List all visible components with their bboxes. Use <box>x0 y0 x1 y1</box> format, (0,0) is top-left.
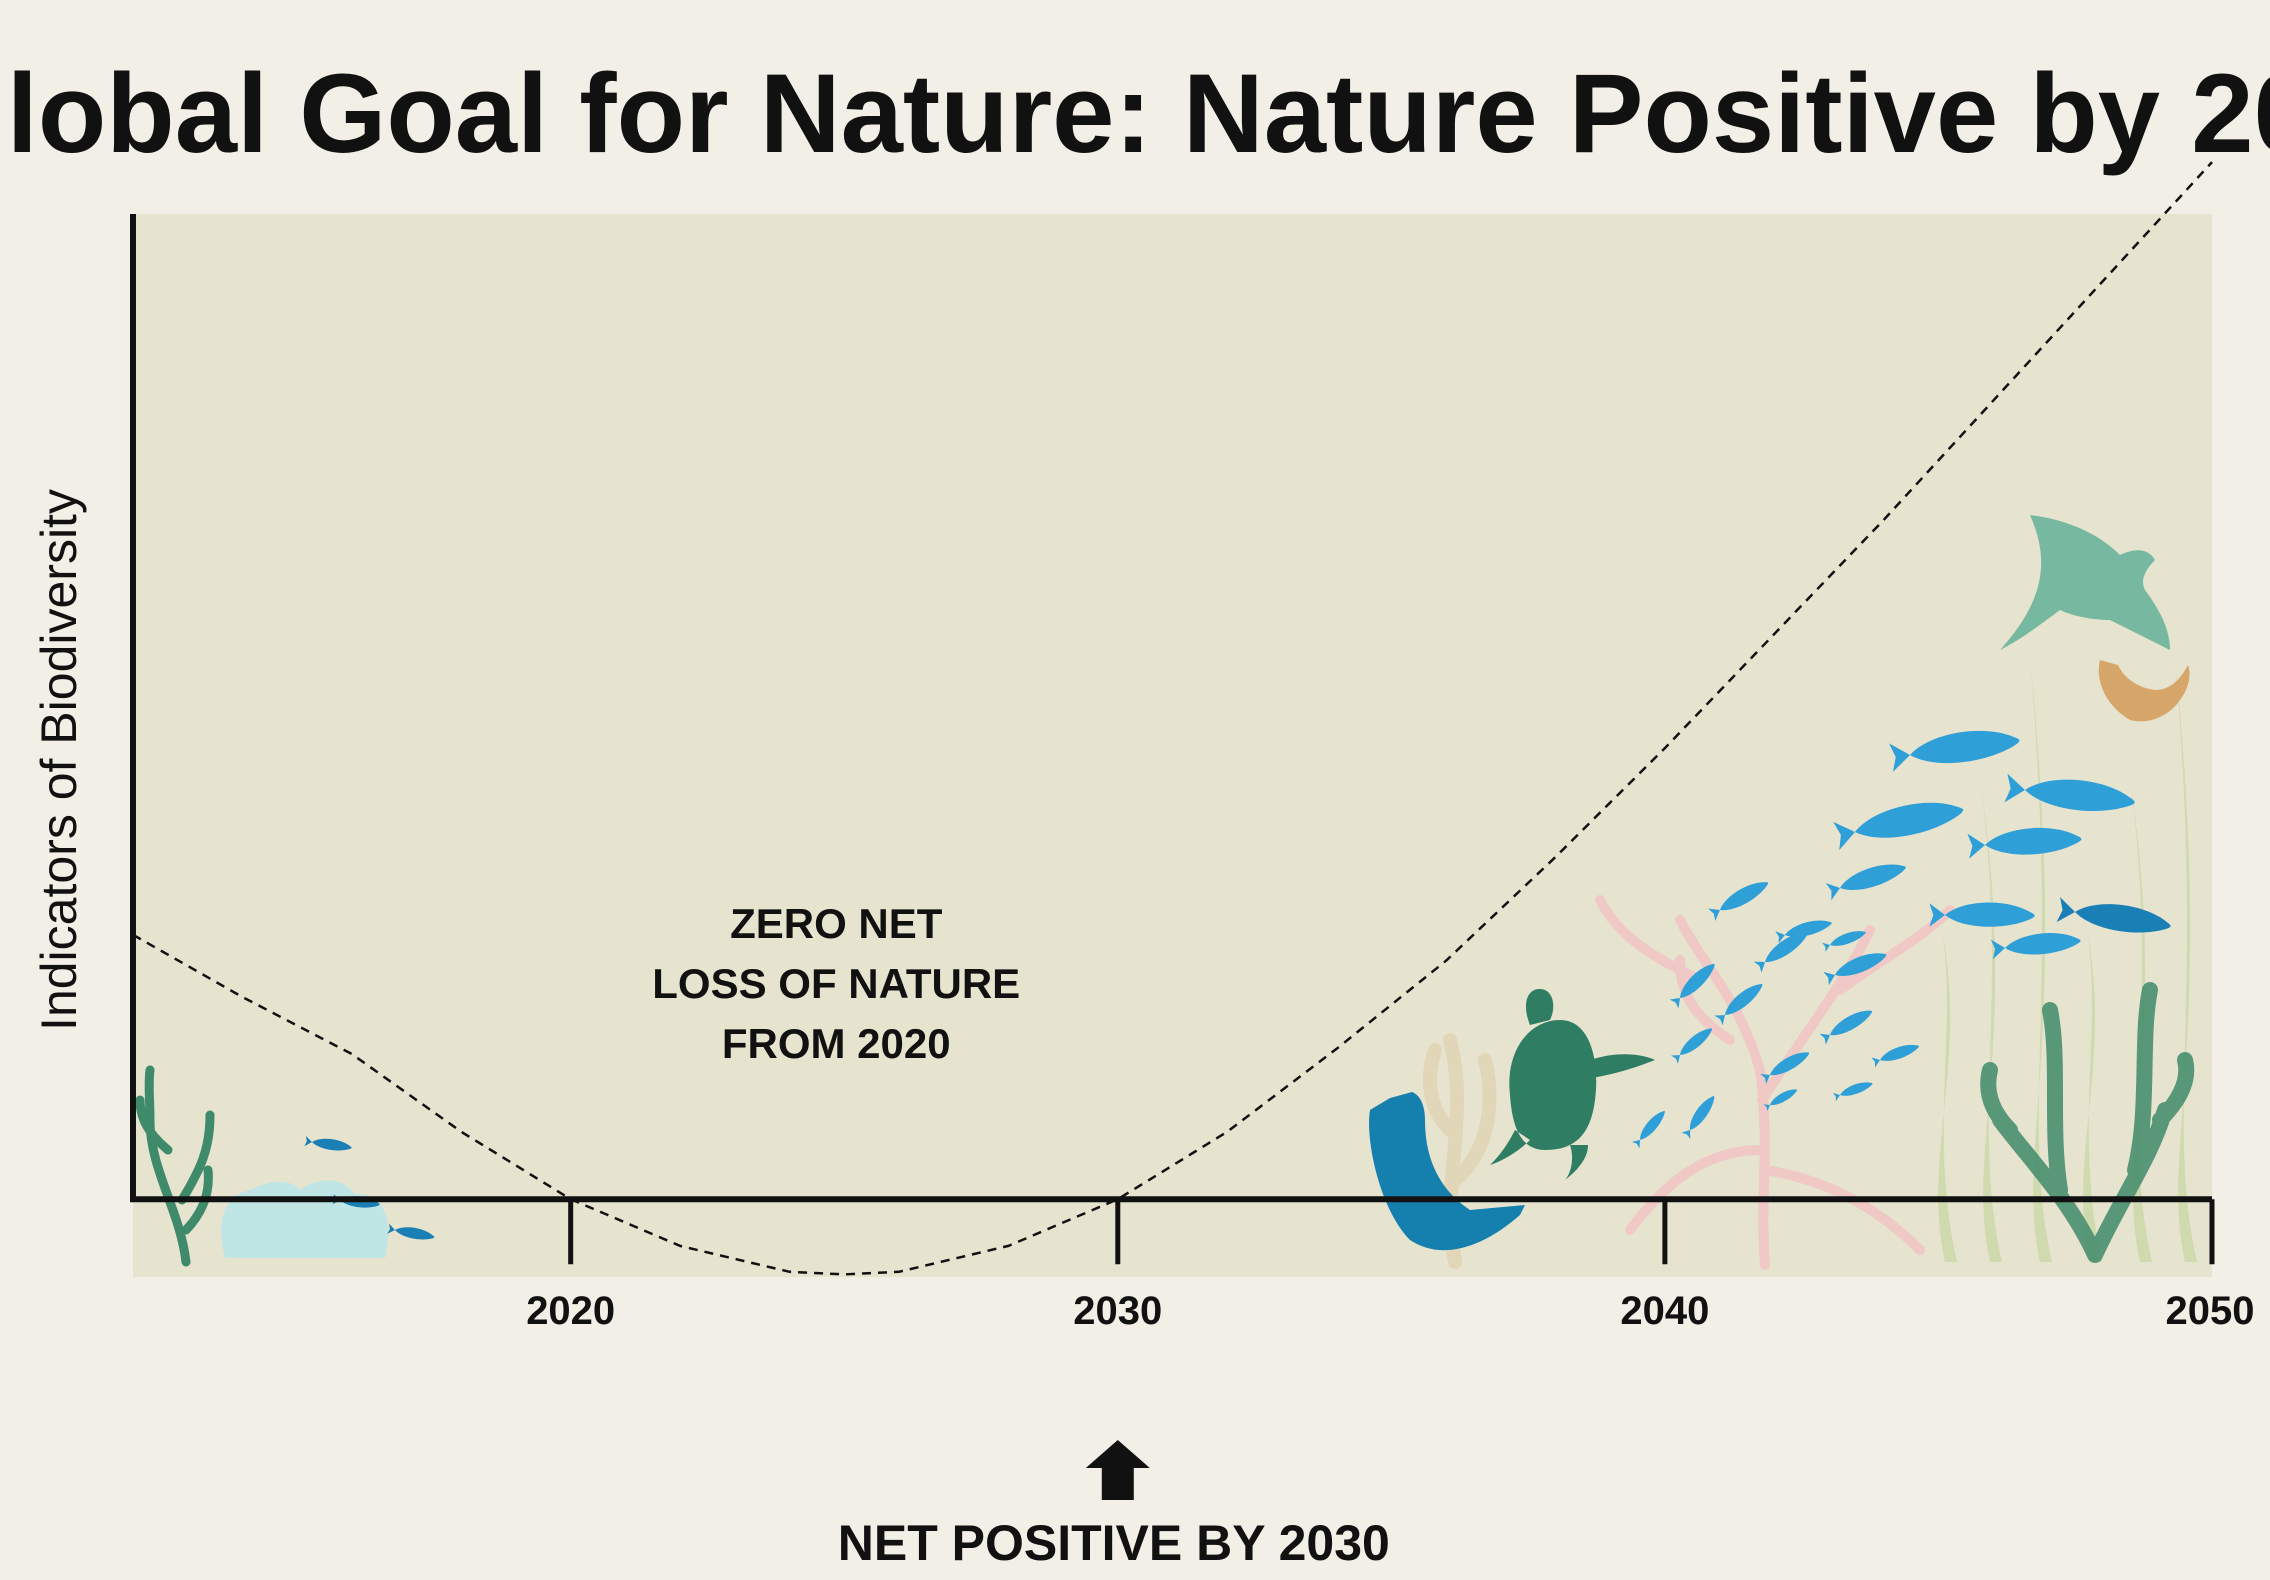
y-axis-label: Indicators of Biodiversity <box>31 489 87 1031</box>
fish-icon <box>1832 1082 1873 1102</box>
green-coral-icon <box>1980 982 2195 1263</box>
axes <box>130 214 2212 1203</box>
fish-icon <box>1708 882 1769 922</box>
fish-icon <box>1822 931 1866 952</box>
x-tick-label: 2030 <box>1073 1289 1162 1333</box>
kelp-icon <box>2080 900 2102 1262</box>
ocean-illustrations <box>135 515 2197 1270</box>
fish-icon <box>387 1223 435 1240</box>
seal-icon <box>2098 660 2190 722</box>
kelp-icon <box>1935 900 1957 1262</box>
x-tick-label: 2050 <box>2166 1289 2255 1333</box>
fish-icon <box>1714 983 1763 1026</box>
kelp-icon <box>2130 780 2152 1262</box>
fish-icon <box>1631 1110 1665 1149</box>
fish-icon <box>1671 1028 1713 1064</box>
plot-area <box>133 214 2212 1277</box>
fish-icon <box>2004 773 2135 811</box>
fish-icon <box>1775 920 1832 944</box>
fish-icon <box>1763 1089 1798 1112</box>
fish-icon <box>1669 963 1715 1009</box>
fish-icon <box>2056 897 2171 933</box>
fish-icon <box>1823 953 1887 986</box>
x-ticks: 2020 2030 2040 2050 <box>526 1199 2254 1333</box>
fish-icon <box>1871 1044 1920 1068</box>
fish-icon <box>304 1135 352 1151</box>
net-positive-label: NET POSITIVE BY 2030 <box>838 1515 1390 1571</box>
kelp-icon <box>1980 780 2002 1262</box>
annotations: ZERO NET LOSS OF NATURE FROM 2020 NET POSIT… <box>652 900 1390 1571</box>
fish-icon <box>1990 933 2081 960</box>
fish-icon <box>1825 864 1906 901</box>
annotation-text-line: FROM 2020 <box>722 1020 951 1067</box>
x-tick-label: 2040 <box>1620 1289 1709 1333</box>
fish-icon <box>1929 902 2035 927</box>
dolphin-icon <box>1369 1092 1525 1251</box>
annotation-text-line: LOSS OF NATURE <box>652 960 1020 1007</box>
manta-ray-icon <box>2000 515 2170 650</box>
fish-icon <box>1819 1010 1873 1045</box>
fish-icon <box>1681 1096 1715 1139</box>
seaweed-icon <box>135 1065 215 1267</box>
annotation-text-line: ZERO NET <box>730 900 943 947</box>
fish-icon <box>1753 932 1808 973</box>
fish-icon <box>1760 1052 1810 1084</box>
chart-title: Global Goal for Nature: Nature Positive … <box>0 51 2270 176</box>
fish-icon <box>1967 827 2082 859</box>
fish-icon <box>1888 730 2020 772</box>
turtle-icon <box>1490 989 1655 1180</box>
x-tick-label: 2020 <box>526 1289 615 1333</box>
fish-icon <box>1833 802 1964 851</box>
up-arrow-icon <box>1085 1440 1150 1500</box>
